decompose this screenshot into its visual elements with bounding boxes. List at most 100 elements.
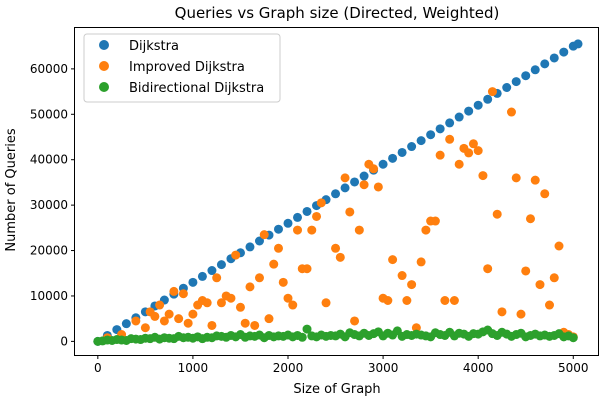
x-tick-label: 2000	[273, 361, 304, 375]
data-point	[350, 316, 360, 326]
x-tick-label: 3000	[368, 361, 399, 375]
data-point	[430, 216, 440, 226]
data-point	[464, 106, 474, 116]
legend-label: Bidirectional Dijkstra	[129, 81, 264, 96]
data-point	[487, 87, 497, 97]
data-point	[283, 293, 293, 303]
data-point	[183, 318, 193, 328]
data-point	[521, 71, 531, 81]
data-point	[568, 333, 578, 343]
data-point	[302, 324, 312, 334]
data-point	[511, 77, 521, 87]
data-point	[335, 252, 345, 262]
x-axis-ticks: 0 1000 2000 3000 4000 5000	[94, 355, 589, 375]
data-point	[340, 173, 350, 183]
legend-marker	[99, 61, 109, 71]
data-point	[402, 296, 412, 305]
data-point	[273, 224, 283, 234]
y-tick-label: 30000	[30, 198, 68, 212]
data-point	[293, 225, 303, 235]
data-point	[297, 332, 307, 342]
data-point	[169, 286, 179, 296]
series-2	[93, 324, 578, 346]
data-point	[264, 314, 274, 324]
data-point	[216, 260, 226, 270]
data-point	[235, 302, 245, 312]
x-tick-label: 1000	[178, 361, 209, 375]
data-point	[331, 189, 341, 199]
series-1	[102, 87, 578, 343]
y-tick-label: 40000	[30, 153, 68, 167]
data-point	[378, 159, 388, 169]
data-point	[478, 171, 488, 181]
data-point	[468, 139, 478, 149]
data-point	[554, 241, 564, 251]
data-point	[197, 271, 207, 281]
legend: Dijkstra Improved Dijkstra Bidirectional D…	[83, 33, 281, 103]
data-point	[331, 243, 341, 253]
legend-label: Dijkstra	[129, 39, 179, 54]
data-point	[397, 271, 407, 281]
data-point	[483, 94, 493, 104]
data-point	[150, 311, 160, 321]
legend-box	[83, 33, 281, 103]
data-point	[259, 230, 269, 240]
x-tick-label: 4000	[463, 361, 494, 375]
data-point	[388, 153, 398, 163]
data-point	[283, 218, 293, 228]
data-point	[254, 273, 264, 283]
data-point	[473, 100, 483, 110]
data-point	[359, 180, 369, 190]
plot-area-frame	[74, 27, 599, 356]
data-point	[369, 164, 379, 174]
data-point	[164, 309, 174, 319]
data-point	[440, 296, 450, 305]
data-points	[93, 39, 583, 346]
data-point	[273, 243, 283, 253]
data-point	[240, 318, 250, 328]
data-point	[483, 264, 493, 274]
data-point	[245, 282, 255, 292]
data-point	[549, 53, 559, 63]
data-point	[383, 296, 393, 305]
data-point	[216, 298, 226, 308]
data-point	[416, 257, 426, 267]
data-point	[278, 277, 288, 287]
y-tick-label: 20000	[30, 244, 68, 258]
data-point	[178, 289, 188, 299]
data-point	[121, 319, 131, 329]
data-point	[559, 47, 569, 57]
data-point	[530, 65, 540, 75]
data-point	[388, 255, 398, 265]
data-point	[288, 300, 298, 310]
data-point	[492, 209, 502, 219]
data-point	[155, 300, 165, 310]
data-point	[411, 323, 421, 333]
data-point	[293, 212, 303, 222]
data-point	[573, 39, 583, 49]
legend-marker	[99, 82, 109, 92]
data-point	[226, 293, 236, 303]
data-point	[540, 59, 550, 69]
data-point	[407, 142, 417, 152]
y-axis-ticks: 0 10000 20000 30000 40000 50000 60000	[30, 62, 75, 348]
data-point	[416, 136, 426, 146]
chart-title: Queries vs Graph size (Directed, Weighte…	[175, 4, 500, 22]
data-point	[502, 83, 512, 92]
data-point	[188, 309, 198, 319]
data-point	[454, 112, 464, 122]
data-point	[202, 298, 212, 308]
data-point	[545, 300, 554, 310]
data-point	[350, 177, 360, 187]
data-point	[354, 225, 364, 235]
data-point	[188, 277, 198, 287]
data-point	[373, 182, 383, 192]
data-point	[250, 320, 260, 330]
data-point	[535, 280, 545, 290]
data-point	[207, 320, 217, 330]
data-point	[312, 211, 322, 221]
data-point	[321, 298, 331, 308]
data-point	[445, 134, 455, 144]
data-point	[435, 124, 445, 134]
